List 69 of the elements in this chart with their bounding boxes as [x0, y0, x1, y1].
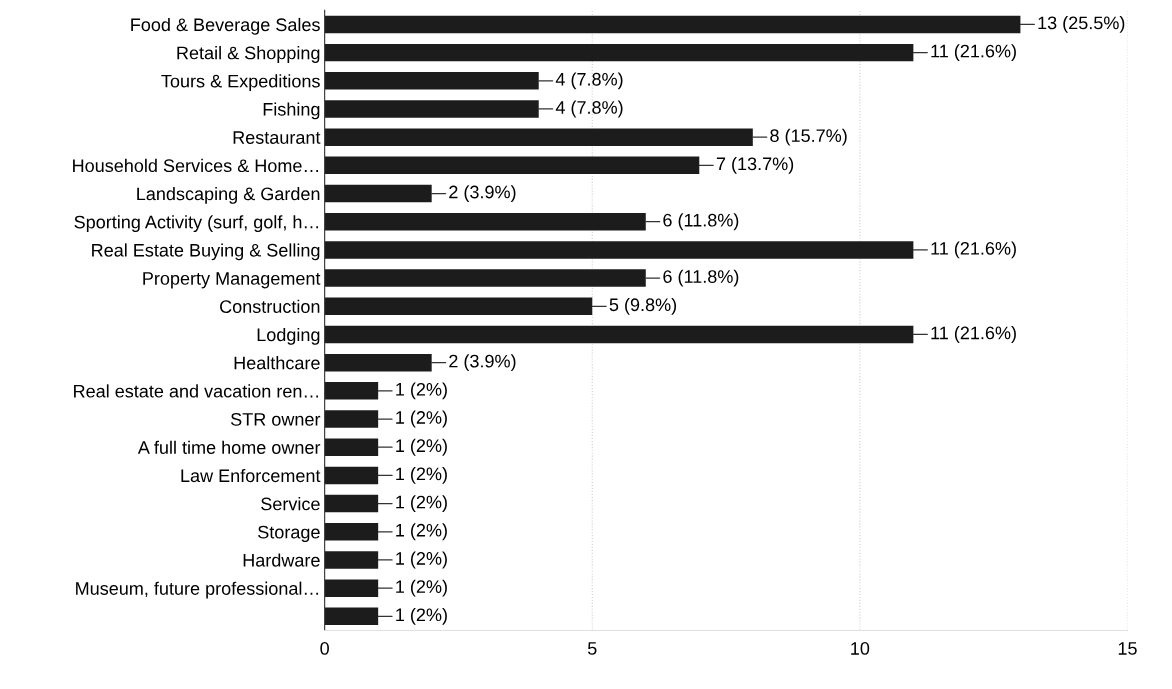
- y-tick-label: Service: [261, 497, 320, 511]
- data-label: 1 (2%): [396, 607, 447, 625]
- data-label: 4 (7.8%): [555, 100, 623, 118]
- y-tick-label: Real Estate Buying & Selling: [92, 243, 320, 261]
- data-label: 1 (2%): [396, 495, 447, 512]
- y-tick-label: Property Management: [143, 272, 321, 289]
- y-tick-label: Fishing: [263, 102, 320, 120]
- bar: [324, 212, 646, 231]
- data-label: 13 (25.5%): [1038, 16, 1125, 33]
- bar: [324, 551, 379, 569]
- data-label: 6 (11.8%): [663, 269, 739, 287]
- y-tick-label: Museum, future professional…: [76, 581, 319, 599]
- bar: [324, 494, 379, 513]
- x-tick-label: 10: [851, 642, 870, 655]
- data-label: 4 (7.8%): [555, 72, 623, 90]
- y-tick-label: Sporting Activity (surf, golf, h…: [74, 215, 319, 233]
- bar: [324, 410, 379, 428]
- data-label: 1 (2%): [396, 382, 447, 400]
- bar: [324, 466, 379, 485]
- bar: [324, 579, 379, 597]
- bar: [324, 43, 914, 62]
- data-label: 1 (2%): [396, 523, 447, 541]
- y-tick-label: STR owner: [231, 412, 321, 426]
- y-tick-label: Real estate and vacation ren…: [74, 384, 319, 398]
- data-label: 1 (2%): [396, 410, 447, 428]
- x-tick-label: 0: [320, 642, 329, 655]
- bar: [324, 184, 432, 203]
- data-label: 1 (2%): [396, 551, 447, 569]
- bar: [324, 15, 1021, 34]
- bar: [324, 325, 914, 344]
- y-tick-label: Construction: [220, 299, 320, 314]
- y-tick-label: Hardware: [243, 553, 320, 567]
- bar: [324, 128, 753, 146]
- data-label: 11 (21.6%): [931, 241, 1016, 259]
- data-label: 1 (2%): [396, 466, 447, 484]
- data-label: 1 (2%): [396, 438, 447, 456]
- bar: [324, 100, 539, 118]
- bar: [324, 297, 593, 316]
- bar: [324, 523, 379, 541]
- y-tick-label: Lodging: [257, 327, 320, 345]
- y-tick-label: Healthcare: [234, 356, 320, 370]
- y-tick-label: Landscaping & Garden: [137, 187, 320, 204]
- y-tick-label: Restaurant: [233, 131, 321, 144]
- y-tick-label: Law Enforcement: [181, 468, 321, 483]
- data-label: 1 (2%): [396, 579, 447, 597]
- data-label: 8 (15.7%): [770, 128, 847, 146]
- x-tick-label: 5: [587, 642, 597, 655]
- y-tick-label: Tours & Expeditions: [161, 74, 320, 92]
- y-tick-label: A full time home owner: [137, 440, 321, 454]
- data-label: 5 (9.8%): [609, 297, 677, 315]
- bar: [324, 156, 700, 175]
- y-tick-label: Retail & Shopping: [177, 46, 320, 63]
- bar: [324, 438, 379, 456]
- data-label: 2 (3.9%): [449, 185, 516, 202]
- x-tick-label: 15: [1118, 642, 1137, 655]
- bar: [324, 72, 539, 90]
- data-label: 6 (11.8%): [663, 213, 739, 231]
- data-label: 11 (21.6%): [931, 326, 1016, 343]
- y-tick-label: Storage: [258, 525, 320, 543]
- bar: [324, 269, 646, 287]
- bar: [324, 607, 379, 626]
- data-label: 7 (13.7%): [716, 156, 794, 174]
- bar: [324, 353, 432, 372]
- bar: [324, 382, 379, 400]
- data-label: 11 (21.6%): [931, 44, 1016, 62]
- y-tick-label: Food & Beverage Sales: [131, 17, 320, 35]
- data-label: 2 (3.9%): [449, 354, 516, 372]
- bar: [324, 241, 914, 259]
- y-tick-label: Household Services & Home…: [73, 158, 319, 173]
